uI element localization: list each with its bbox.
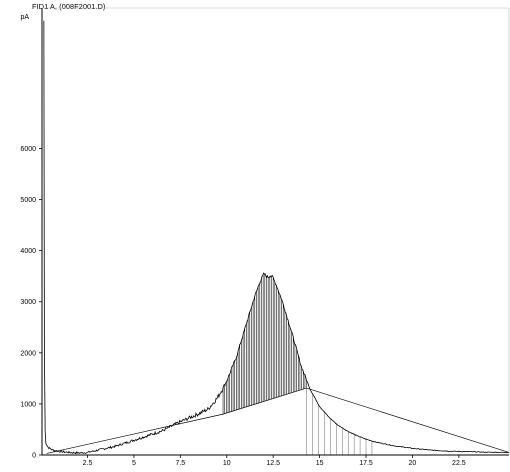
- y-tick-label: 6000: [20, 146, 36, 153]
- y-tick-label: 2000: [20, 350, 36, 357]
- x-tick-label: 7.5: [175, 460, 185, 467]
- y-axis-unit-label: pA: [20, 14, 29, 21]
- x-tick-label: 15: [316, 460, 324, 467]
- integration-baseline: [46, 387, 510, 454]
- signal-trace: [43, 20, 509, 455]
- axis-ticks: 0 1000 2000 3000 4000 5000 6000 2.5 5 7.5 10 12.5 15…: [20, 146, 465, 467]
- x-tick-label: 12.5: [266, 460, 280, 467]
- chart-title: FID1 A, (008F2001.D): [32, 2, 106, 11]
- x-tick-label: 20: [409, 460, 417, 467]
- y-tick-label: 1000: [20, 401, 36, 408]
- x-tick-label: 2.5: [83, 460, 93, 467]
- baseline-line: [46, 387, 510, 454]
- y-tick-label: 4000: [20, 248, 36, 255]
- y-tick-label: 0: [32, 453, 36, 460]
- axes: [41, 7, 510, 456]
- peak-integration-lines: [222, 274, 373, 455]
- x-tick-label: 17.5: [359, 460, 373, 467]
- x-tick-label: 10: [223, 460, 231, 467]
- signal-line: [43, 20, 509, 455]
- y-tick-label: 5000: [20, 197, 36, 204]
- x-tick-label: 5: [132, 460, 136, 467]
- x-tick-label: 22.5: [452, 460, 466, 467]
- y-tick-label: 3000: [20, 299, 36, 306]
